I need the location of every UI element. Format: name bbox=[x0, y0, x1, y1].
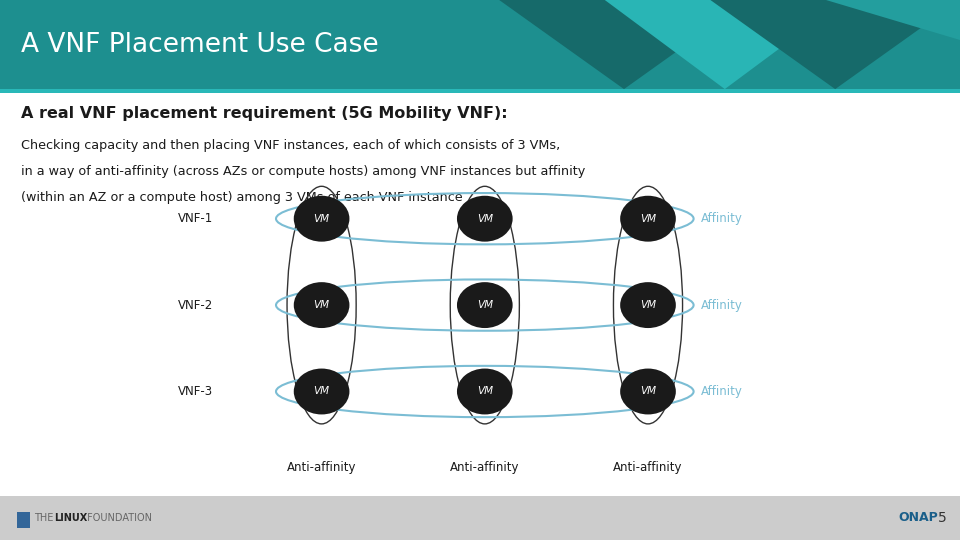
Ellipse shape bbox=[457, 368, 513, 415]
Polygon shape bbox=[826, 0, 960, 40]
Ellipse shape bbox=[294, 195, 349, 241]
Bar bbox=[0, 0, 960, 89]
Ellipse shape bbox=[294, 282, 349, 328]
Ellipse shape bbox=[457, 195, 513, 241]
Text: 5: 5 bbox=[938, 511, 947, 525]
Polygon shape bbox=[710, 0, 960, 89]
Text: VM: VM bbox=[640, 214, 656, 224]
Text: Affinity: Affinity bbox=[701, 299, 743, 312]
Text: A real VNF placement requirement (5G Mobility VNF):: A real VNF placement requirement (5G Mob… bbox=[21, 106, 508, 122]
Text: VNF-1: VNF-1 bbox=[178, 212, 213, 225]
Text: Checking capacity and then placing VNF instances, each of which consists of 3 VM: Checking capacity and then placing VNF i… bbox=[21, 139, 561, 152]
Text: in a way of anti-affinity (across AZs or compute hosts) among VNF instances but : in a way of anti-affinity (across AZs or… bbox=[21, 165, 586, 178]
Polygon shape bbox=[499, 0, 749, 89]
Text: VM: VM bbox=[477, 300, 492, 310]
Text: VM: VM bbox=[314, 387, 329, 396]
Text: Anti-affinity: Anti-affinity bbox=[613, 461, 683, 474]
Text: VM: VM bbox=[640, 387, 656, 396]
Text: VM: VM bbox=[477, 387, 492, 396]
Text: VM: VM bbox=[314, 214, 329, 224]
Text: (within an AZ or a compute host) among 3 VMs of each VNF instance: (within an AZ or a compute host) among 3… bbox=[21, 191, 463, 204]
Text: VNF-3: VNF-3 bbox=[178, 385, 213, 398]
Text: FOUNDATION: FOUNDATION bbox=[84, 513, 152, 523]
Text: VM: VM bbox=[314, 300, 329, 310]
Text: VM: VM bbox=[477, 214, 492, 224]
Text: LINUX: LINUX bbox=[54, 513, 87, 523]
Text: VM: VM bbox=[640, 300, 656, 310]
Ellipse shape bbox=[457, 282, 513, 328]
Text: ONAP: ONAP bbox=[899, 511, 938, 524]
Text: Anti-affinity: Anti-affinity bbox=[450, 461, 519, 474]
Text: Anti-affinity: Anti-affinity bbox=[287, 461, 356, 474]
Ellipse shape bbox=[620, 282, 676, 328]
Text: Affinity: Affinity bbox=[701, 212, 743, 225]
Ellipse shape bbox=[620, 195, 676, 241]
Text: THE: THE bbox=[34, 513, 56, 523]
Bar bbox=[0, 496, 960, 540]
Bar bbox=[17, 512, 30, 528]
Text: Affinity: Affinity bbox=[701, 385, 743, 398]
Polygon shape bbox=[605, 0, 845, 89]
Text: A VNF Placement Use Case: A VNF Placement Use Case bbox=[21, 31, 379, 58]
Text: VNF-2: VNF-2 bbox=[178, 299, 213, 312]
Ellipse shape bbox=[620, 368, 676, 415]
Ellipse shape bbox=[294, 368, 349, 415]
Bar bbox=[0, 89, 960, 93]
